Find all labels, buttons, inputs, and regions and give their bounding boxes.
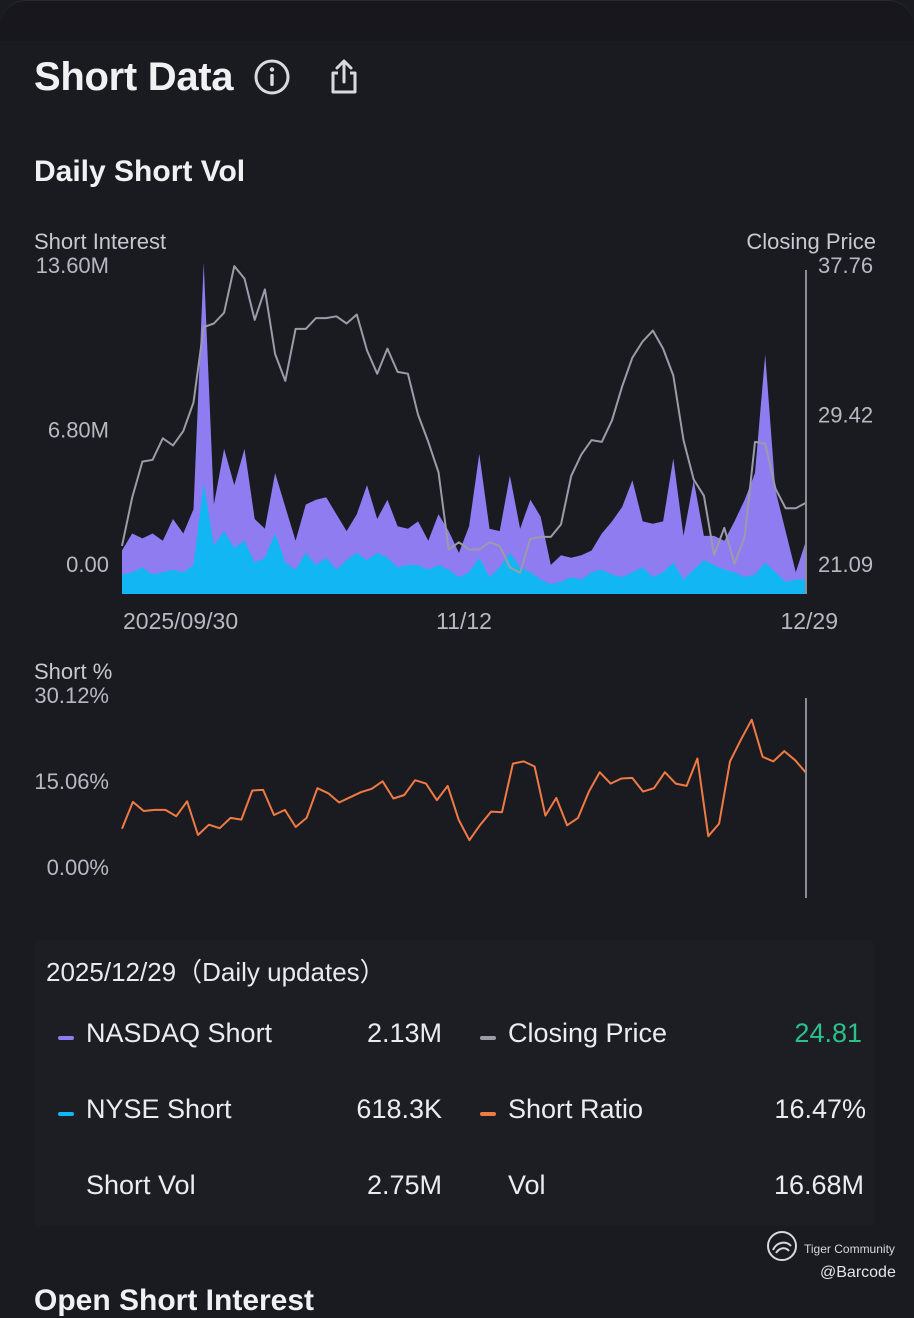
- watermark: Tiger Community: [766, 1230, 895, 1267]
- details-panel: 2025/12/29（Daily updates） NASDAQ Short 2…: [34, 940, 874, 1226]
- card-top-edge: [0, 0, 914, 41]
- nyse-legend-swatch: [58, 1112, 74, 1116]
- vol-value: 16.68M: [773, 1170, 864, 1200]
- short-percent-tick: 30.12%: [34, 683, 109, 708]
- short-vol-label: Short Vol: [86, 1170, 196, 1200]
- left-tick-label: 6.80M: [48, 418, 109, 443]
- info-icon[interactable]: [253, 58, 291, 96]
- short-ratio-line: [121, 718, 807, 842]
- short-volume-chart: Short Interest Closing Price 13.60M 6.80M…: [34, 229, 876, 634]
- nyse-short-area: [122, 482, 806, 594]
- x-axis-label: 11/12: [436, 608, 492, 634]
- short-vol-value: 2.75M: [366, 1170, 442, 1200]
- nasdaq-short-label: NASDAQ Short: [86, 1018, 273, 1048]
- short-percent-tick: 0.00%: [47, 855, 109, 880]
- x-axis-label: 2025/09/30: [123, 608, 238, 634]
- page-header: Short Data: [34, 52, 361, 102]
- next-section-title: Open Short Interest: [34, 1284, 315, 1317]
- share-icon[interactable]: [327, 58, 361, 96]
- vol-label: Vol: [508, 1170, 546, 1200]
- right-tick-label: 37.76: [818, 253, 873, 278]
- closing-price-line: [121, 265, 807, 574]
- legend-row-3: Short Vol 2.75M Vol 16.68M: [34, 1170, 874, 1210]
- closing-price-label: Closing Price: [508, 1018, 668, 1048]
- short-ratio-label: Short Ratio: [508, 1094, 644, 1124]
- nyse-short-value: 618.3K: [356, 1094, 442, 1124]
- x-axis-label: 12/29: [780, 608, 838, 634]
- legend-row-2: NYSE Short 618.3K Short Ratio 16.47%: [34, 1094, 874, 1134]
- nyse-short-label: NYSE Short: [86, 1094, 232, 1124]
- left-tick-label: 0.00: [66, 552, 109, 577]
- watermark-handle: @Barcode: [820, 1264, 896, 1281]
- short-ratio-legend-swatch: [480, 1112, 496, 1116]
- tiger-logo-icon: [766, 1230, 798, 1267]
- nasdaq-short-area: [122, 262, 806, 594]
- left-axis-label: Short Interest: [34, 229, 166, 254]
- panel-date: 2025/12/29（Daily updates）: [46, 957, 386, 987]
- right-axis-label: Closing Price: [746, 229, 876, 254]
- legend-row-1: NASDAQ Short 2.13M Closing Price 24.81: [34, 1018, 874, 1058]
- closing-price-value: 24.81: [794, 1018, 862, 1048]
- section-title: Daily Short Vol: [34, 155, 246, 188]
- left-tick-label: 13.60M: [36, 253, 109, 278]
- closing-price-legend-swatch: [480, 1036, 496, 1040]
- watermark-brand: Tiger Community: [804, 1241, 895, 1256]
- page-title: Short Data: [34, 54, 234, 99]
- short-ratio-value: 16.47%: [774, 1094, 866, 1124]
- short-percent-tick: 15.06%: [34, 769, 109, 794]
- right-tick-label: 29.42: [818, 403, 873, 428]
- nasdaq-legend-swatch: [58, 1036, 74, 1040]
- right-tick-label: 21.09: [818, 552, 873, 577]
- nasdaq-short-value: 2.13M: [366, 1018, 442, 1048]
- short-ratio-chart: Short % 30.12% 15.06% 0.00%: [34, 659, 807, 898]
- short-percent-label: Short %: [34, 659, 112, 684]
